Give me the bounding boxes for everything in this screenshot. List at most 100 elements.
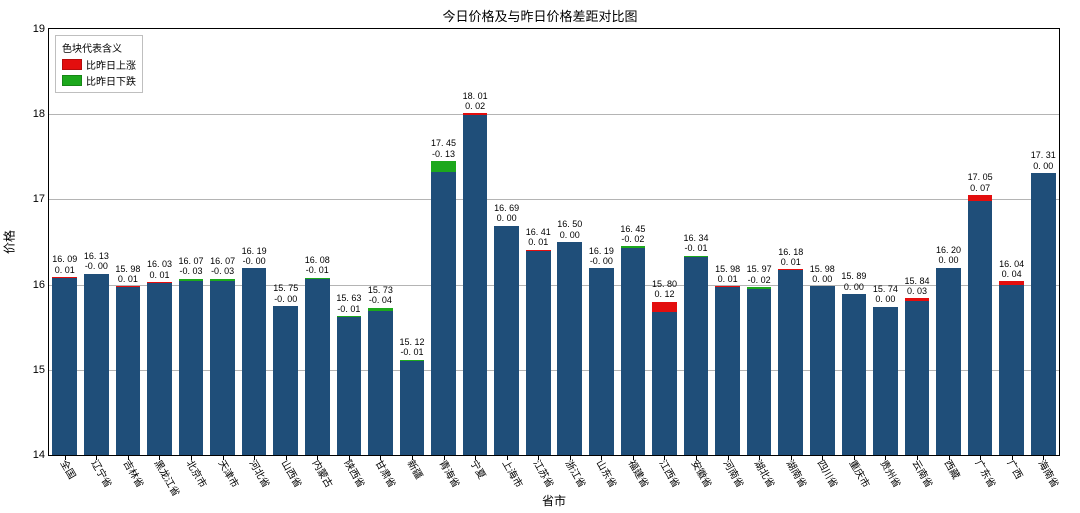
bar-base [715, 287, 740, 455]
bar-value: 17. 31 [1013, 150, 1073, 160]
bar-base [526, 251, 551, 455]
bar-base [684, 256, 709, 455]
bar-base [999, 285, 1024, 455]
bar-新疆: 15. 12-0. 01新疆 [400, 29, 425, 455]
bar-base [368, 311, 393, 455]
bar-base [52, 278, 77, 455]
x-tick-label: 北京市 [183, 456, 211, 489]
bar-base [747, 289, 772, 455]
bar-base [84, 274, 109, 455]
bar-delta-down [179, 279, 204, 282]
bar-base [968, 201, 993, 455]
y-tick-label: 19 [21, 23, 45, 35]
bar-云南省: 15. 840. 03云南省 [905, 29, 930, 455]
bar-delta-down [684, 256, 709, 257]
x-tick-label: 陕西省 [341, 456, 369, 489]
x-tick-label: 辽宁省 [89, 456, 117, 489]
bar-重庆市: 15. 890. 00重庆市 [842, 29, 867, 455]
x-tick-label: 江苏省 [531, 456, 559, 489]
x-tick-label: 山西省 [278, 456, 306, 489]
bar-黑龙江省: 16. 030. 01黑龙江省 [147, 29, 172, 455]
x-tick-label: 安徽省 [688, 456, 716, 489]
bar-delta-down [210, 279, 235, 282]
x-tick-label: 江西省 [657, 456, 685, 489]
x-tick-label: 贵州省 [878, 456, 906, 489]
x-tick-label: 湖南省 [783, 456, 811, 489]
bar-base [1031, 173, 1056, 455]
x-tick-label: 福建省 [625, 456, 653, 489]
bar-江苏省: 16. 410. 01江苏省 [526, 29, 551, 455]
bar-贵州省: 15. 740. 00贵州省 [873, 29, 898, 455]
x-tick-label: 海南省 [1036, 456, 1064, 489]
x-tick-label: 吉林省 [120, 456, 148, 489]
bar-吉林省: 15. 980. 01吉林省 [116, 29, 141, 455]
x-tick-label: 广东省 [973, 456, 1001, 489]
bar-宁夏: 18. 010. 02宁夏 [463, 29, 488, 455]
bar-delta-up [652, 302, 677, 312]
bar-delta-down [368, 308, 393, 311]
bar-base [463, 115, 488, 455]
bar-delta-up [52, 277, 77, 278]
bar-base [400, 360, 425, 455]
bar-delta-up [147, 282, 172, 283]
bar-浙江省: 16. 500. 00浙江省 [557, 29, 582, 455]
x-tick-label: 云南省 [909, 456, 937, 489]
chart-title: 今日价格及与昨日价格差距对比图 [0, 6, 1080, 25]
bar-base [431, 172, 456, 455]
bar-base [905, 301, 930, 455]
x-tick-label: 宁夏 [468, 456, 491, 481]
y-tick-label: 14 [21, 449, 45, 461]
x-tick-label: 广西 [1004, 456, 1027, 481]
y-tick-label: 17 [21, 193, 45, 205]
bar-天津市: 16. 07-0. 03天津市 [210, 29, 235, 455]
x-tick-label: 新疆 [404, 456, 427, 481]
bar-delta-down [305, 278, 330, 279]
bar-base [589, 268, 614, 455]
bar-福建省: 16. 45-0. 02福建省 [621, 29, 646, 455]
bar-base [652, 312, 677, 455]
x-tick-label: 内蒙古 [310, 456, 338, 489]
bar-西藏: 16. 200. 00西藏 [936, 29, 961, 455]
bar-base [842, 294, 867, 455]
bar-陕西省: 15. 63-0. 01陕西省 [337, 29, 362, 455]
bar-value-label: 17. 310. 00 [1013, 150, 1073, 171]
bar-湖南省: 16. 180. 01湖南省 [778, 29, 803, 455]
bar-delta-up [715, 286, 740, 287]
x-tick-label: 山东省 [594, 456, 622, 489]
bar-delta-value: 0. 00 [1013, 161, 1073, 171]
plot-area: 色块代表含义 比昨日上涨 比昨日下跌 价格 省市 14151617181916.… [48, 28, 1060, 456]
bar-delta-up [463, 113, 488, 115]
bar-甘肃省: 15. 73-0. 04甘肃省 [368, 29, 393, 455]
bar-delta-up [905, 298, 930, 301]
x-tick-label: 湖北省 [752, 456, 780, 489]
x-tick-label: 四川省 [815, 456, 843, 489]
y-axis-label: 价格 [1, 230, 18, 254]
bar-全国: 16. 090. 01全国 [52, 29, 77, 455]
bar-delta-up [968, 195, 993, 201]
bar-base [778, 270, 803, 455]
bar-base [936, 268, 961, 455]
x-axis-label: 省市 [49, 492, 1059, 509]
bar-delta-down [747, 287, 772, 289]
x-tick-label: 全国 [57, 456, 80, 481]
bar-北京市: 16. 07-0. 03北京市 [179, 29, 204, 455]
bar-delta-down [337, 316, 362, 317]
bar-base [810, 286, 835, 455]
bar-base [273, 306, 298, 455]
y-tick-label: 16 [21, 279, 45, 291]
bar-delta-down [400, 360, 425, 361]
bar-安徽省: 16. 34-0. 01安徽省 [684, 29, 709, 455]
bar-海南省: 17. 310. 00海南省 [1031, 29, 1056, 455]
bar-内蒙古: 16. 08-0. 01内蒙古 [305, 29, 330, 455]
price-chart: 今日价格及与昨日价格差距对比图 色块代表含义 比昨日上涨 比昨日下跌 价格 省市… [0, 0, 1080, 513]
bar-河北省: 16. 19-0. 00河北省 [242, 29, 267, 455]
bar-delta-down [621, 246, 646, 248]
bar-delta-up [116, 286, 141, 287]
bar-delta-up [526, 250, 551, 251]
bar-base [179, 281, 204, 455]
x-tick-label: 浙江省 [562, 456, 590, 489]
bar-delta-down [431, 161, 456, 172]
bar-山西省: 15. 75-0. 00山西省 [273, 29, 298, 455]
bar-base [147, 283, 172, 455]
x-tick-label: 上海市 [499, 456, 527, 489]
